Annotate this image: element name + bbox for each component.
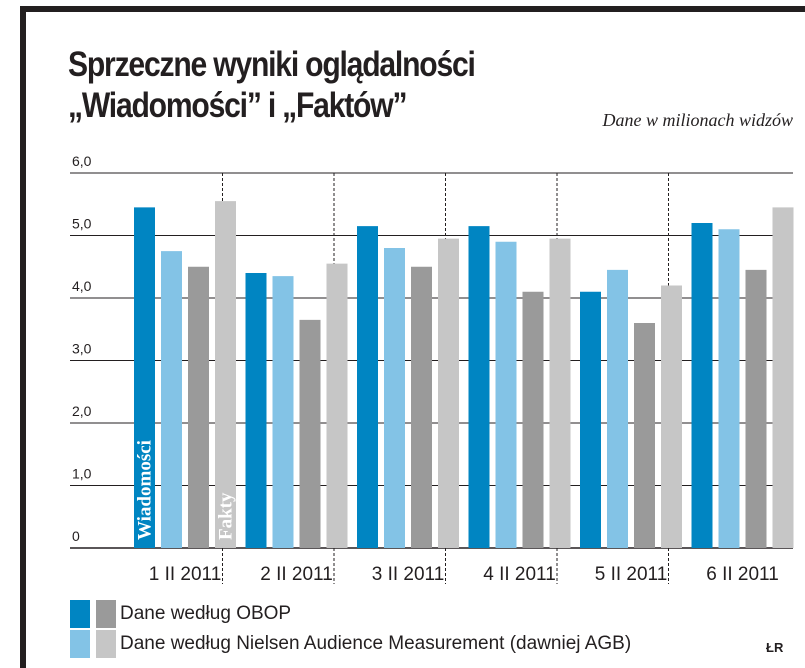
bar	[691, 223, 713, 548]
bar	[411, 266, 432, 548]
y-tick-label: 1,0	[72, 466, 92, 482]
legend-swatch-obop-fakty	[96, 600, 116, 628]
y-tick-label: 0	[72, 528, 80, 544]
bar	[438, 238, 459, 548]
x-tick-label: 5 II 2011	[595, 564, 668, 585]
x-tick-label: 3 II 2011	[372, 564, 445, 585]
bar	[215, 201, 236, 548]
bar	[634, 323, 655, 548]
bar	[357, 226, 378, 548]
x-tick-label: 4 II 2011	[483, 564, 556, 585]
bar	[495, 241, 517, 548]
frame-left-rule	[20, 6, 26, 668]
legend-swatch-obop-wiadomosci	[70, 600, 90, 628]
bar	[772, 207, 794, 548]
bar	[661, 285, 682, 548]
x-tick-label: 6 II 2011	[706, 564, 779, 585]
frame-top-rule	[20, 6, 805, 12]
chart-title-line2: „Wiadomości” i „Faktów”	[68, 86, 408, 125]
bar	[299, 319, 321, 548]
bar-series-label: Fakty	[216, 492, 237, 540]
y-tick-label: 5,0	[72, 216, 92, 232]
chart-title-line1: Sprzeczne wyniki oglądalności	[68, 45, 476, 84]
bar	[326, 263, 348, 548]
bar	[188, 266, 209, 548]
legend-label-obop: Dane według OBOP	[120, 603, 292, 624]
bar-series-label: Wiadomości	[135, 440, 156, 540]
y-tick-label: 2,0	[72, 403, 92, 419]
bar	[549, 238, 571, 548]
chart-subtitle: Dane w milionach widzów	[602, 110, 793, 130]
author-credit: ŁR	[766, 640, 784, 655]
bar	[718, 229, 740, 548]
bar	[272, 276, 294, 548]
y-tick-label: 4,0	[72, 278, 92, 294]
bar	[580, 291, 601, 548]
x-tick-label: 2 II 2011	[260, 564, 333, 585]
bar	[245, 273, 267, 548]
bar	[134, 207, 155, 548]
bar	[522, 291, 544, 548]
legend-label-nielsen: Dane według Nielsen Audience Measurement…	[120, 633, 632, 654]
legend-swatch-nielsen-fakty	[96, 630, 116, 658]
y-tick-label: 3,0	[72, 341, 92, 357]
y-tick-label: 6,0	[72, 153, 92, 169]
bar	[745, 269, 767, 548]
legend-swatch-nielsen-wiadomosci	[70, 630, 90, 658]
bar	[468, 226, 490, 548]
chart-title: Sprzeczne wyniki oglądalności „Wiadomośc…	[68, 44, 476, 126]
bar	[607, 269, 628, 548]
x-tick-label: 1 II 2011	[149, 564, 222, 585]
bar	[161, 251, 182, 548]
bar	[384, 248, 405, 548]
